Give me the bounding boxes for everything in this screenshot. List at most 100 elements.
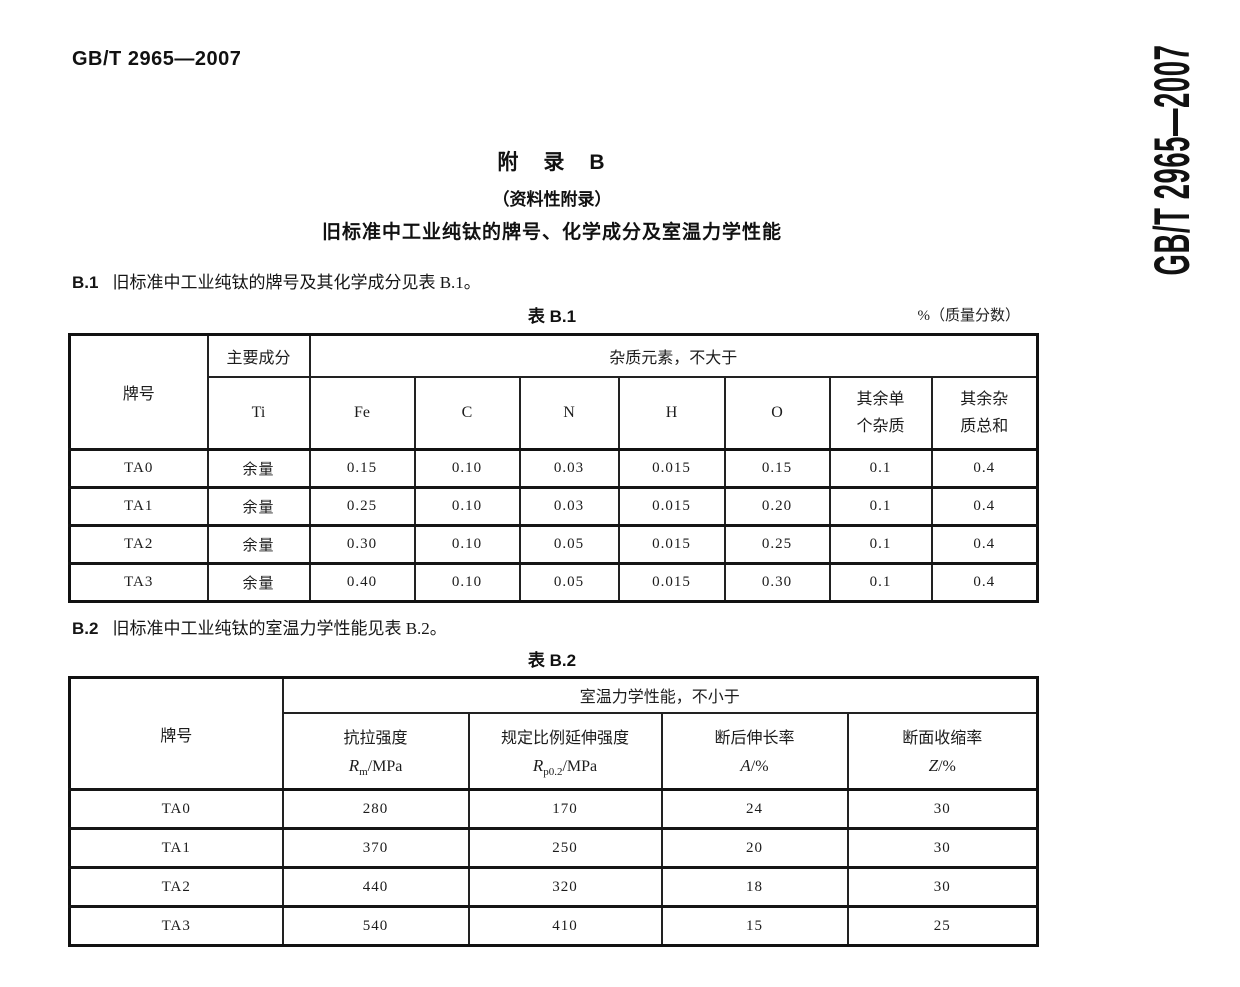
cell-h: 0.015 — [617, 524, 726, 565]
col-symbol: Z — [928, 755, 939, 775]
cell-n: 0.05 — [518, 524, 620, 565]
table-b2-row: TA2 440 320 18 30 — [68, 866, 1039, 908]
cell-other-single: 0.1 — [828, 524, 933, 565]
section-b1: B.1 旧标准中工业纯钛的牌号及其化学成分见表 B.1。 — [72, 268, 992, 293]
col-unit: /MPa — [367, 757, 403, 775]
table-b1-row: TA2 余量 0.30 0.10 0.05 0.015 0.25 0.1 0.4 — [68, 524, 1039, 565]
col-name: 抗拉强度 — [343, 729, 408, 747]
col-unit: /MPa — [562, 757, 598, 775]
section-b2: B.2 旧标准中工业纯钛的室温力学性能见表 B.2。 — [72, 614, 992, 639]
cell-n: 0.03 — [518, 448, 620, 489]
cell-elongation: 24 — [660, 788, 849, 830]
cell-reduction: 30 — [846, 827, 1039, 869]
col-symbol: R — [532, 755, 544, 775]
th-mechanical-group: 室温力学性能，不小于 — [281, 676, 1039, 714]
appendix-heading: 旧标准中工业纯钛的牌号、化学成分及室温力学性能 — [321, 222, 782, 243]
th-c: C — [413, 375, 521, 451]
cell-other-total: 0.4 — [930, 448, 1039, 489]
cell-h: 0.015 — [617, 486, 726, 527]
cell-proof: 320 — [467, 866, 663, 908]
cell-other-single: 0.1 — [828, 486, 933, 527]
table-b1: 牌号 主要成分 杂质元素，不大于 Ti Fe C N H O 其余单 个杂质 其… — [68, 333, 1040, 603]
th-n: N — [518, 375, 620, 451]
th-grade: 牌号 — [68, 333, 209, 451]
table-b2-row: TA0 280 170 24 30 — [68, 788, 1039, 830]
cell-c: 0.10 — [413, 448, 521, 489]
col-unit: /% — [750, 757, 769, 775]
cell-proof: 250 — [467, 827, 663, 869]
cell-reduction: 30 — [846, 866, 1039, 908]
cell-c: 0.10 — [413, 486, 521, 527]
cell-fe: 0.15 — [308, 448, 416, 489]
table-b2-header-row-1: 牌号 室温力学性能，不小于 — [68, 676, 1039, 791]
cell-other-single: 0.1 — [828, 448, 933, 489]
table-b2-row: TA1 370 250 20 30 — [68, 827, 1039, 869]
th-grade: 牌号 — [68, 676, 284, 791]
cell-fe: 0.25 — [308, 486, 416, 527]
cell-n: 0.03 — [518, 486, 620, 527]
cell-fe: 0.30 — [308, 524, 416, 565]
table-b2-row: TA3 540 410 15 25 — [68, 905, 1039, 947]
table-b1-row: TA1 余量 0.25 0.10 0.03 0.015 0.20 0.1 0.4 — [68, 486, 1039, 527]
cell-n: 0.05 — [518, 562, 620, 603]
section-b2-text: 旧标准中工业纯钛的室温力学性能见表 B.2。 — [112, 619, 447, 638]
col-symbol-subscript: m — [359, 765, 368, 778]
cell-tensile: 540 — [281, 905, 470, 947]
cell-fe: 0.40 — [308, 562, 416, 603]
cell-grade: TA3 — [68, 562, 209, 603]
cell-grade: TA1 — [68, 827, 284, 869]
cell-tensile: 370 — [281, 827, 470, 869]
cell-elongation: 18 — [660, 866, 849, 908]
cell-o: 0.20 — [723, 486, 831, 527]
col-unit: /% — [938, 757, 956, 775]
table-b1-header-row-2: Ti Fe C N H O 其余单 个杂质 其余杂 质总和 — [70, 375, 1039, 451]
section-b1-text: 旧标准中工业纯钛的牌号及其化学成分见表 B.1。 — [112, 273, 481, 292]
table-b1-row: TA3 余量 0.40 0.10 0.05 0.015 0.30 0.1 0.4 — [68, 562, 1039, 603]
section-b2-label: B.2 — [72, 619, 99, 638]
table-b1-row: TA0 余量 0.15 0.10 0.03 0.015 0.15 0.1 0.4 — [68, 448, 1039, 489]
cell-tensile: 440 — [281, 866, 470, 908]
cell-o: 0.15 — [723, 448, 831, 489]
cell-proof: 410 — [467, 905, 663, 947]
th-o: O — [723, 375, 831, 451]
col-name: 断后伸长率 — [714, 729, 795, 747]
cell-other-total: 0.4 — [930, 524, 1039, 565]
cell-other-single: 0.1 — [828, 562, 933, 603]
cell-ti: 余量 — [206, 524, 311, 565]
cell-c: 0.10 — [413, 524, 521, 565]
table-b1-header-row-1: 牌号 主要成分 杂质元素，不大于 — [68, 333, 1039, 451]
cell-ti: 余量 — [206, 486, 311, 527]
th-h: H — [617, 375, 726, 451]
cell-tensile: 280 — [281, 788, 470, 830]
standard-code-side: GB/T 2965—2007 — [1144, 44, 1200, 276]
col-symbol: A — [740, 755, 751, 775]
th-fe: Fe — [308, 375, 416, 451]
standard-code-top: GB/T 2965—2007 — [72, 48, 242, 70]
cell-proof: 170 — [467, 788, 663, 830]
cell-elongation: 15 — [660, 905, 849, 947]
table-b2: 牌号 室温力学性能，不小于 抗拉强度 Rm/MPa 规定比例延伸强度 Rp0.2… — [68, 676, 1040, 947]
th-reduction-of-area: 断面收缩率 Z/% — [846, 711, 1039, 791]
table-b2-header-row-2: 抗拉强度 Rm/MPa 规定比例延伸强度 Rp0.2/MPa 断后伸长率 A/%… — [70, 711, 1039, 791]
cell-h: 0.015 — [617, 562, 726, 603]
cell-grade: TA2 — [68, 866, 284, 908]
cell-h: 0.015 — [617, 448, 726, 489]
cell-other-total: 0.4 — [930, 486, 1039, 527]
table-b1-caption: 表 B.1 — [527, 307, 577, 326]
col-name: 断面收缩率 — [902, 729, 983, 747]
cell-o: 0.25 — [723, 524, 831, 565]
cell-elongation: 20 — [660, 827, 849, 869]
section-b1-label: B.1 — [72, 273, 99, 292]
cell-grade: TA0 — [68, 448, 209, 489]
th-elongation: 断后伸长率 A/% — [660, 711, 849, 791]
cell-grade: TA0 — [68, 788, 284, 830]
col-name: 规定比例延伸强度 — [500, 729, 629, 747]
cell-grade: TA3 — [68, 905, 284, 947]
cell-ti: 余量 — [206, 448, 311, 489]
th-other-total-impurity: 其余杂 质总和 — [930, 375, 1039, 451]
cell-grade: TA1 — [68, 486, 209, 527]
th-impurities-group: 杂质元素，不大于 — [308, 333, 1039, 378]
th-other-single-impurity: 其余单 个杂质 — [828, 375, 933, 451]
appendix-title: 附 录 B — [497, 151, 607, 174]
